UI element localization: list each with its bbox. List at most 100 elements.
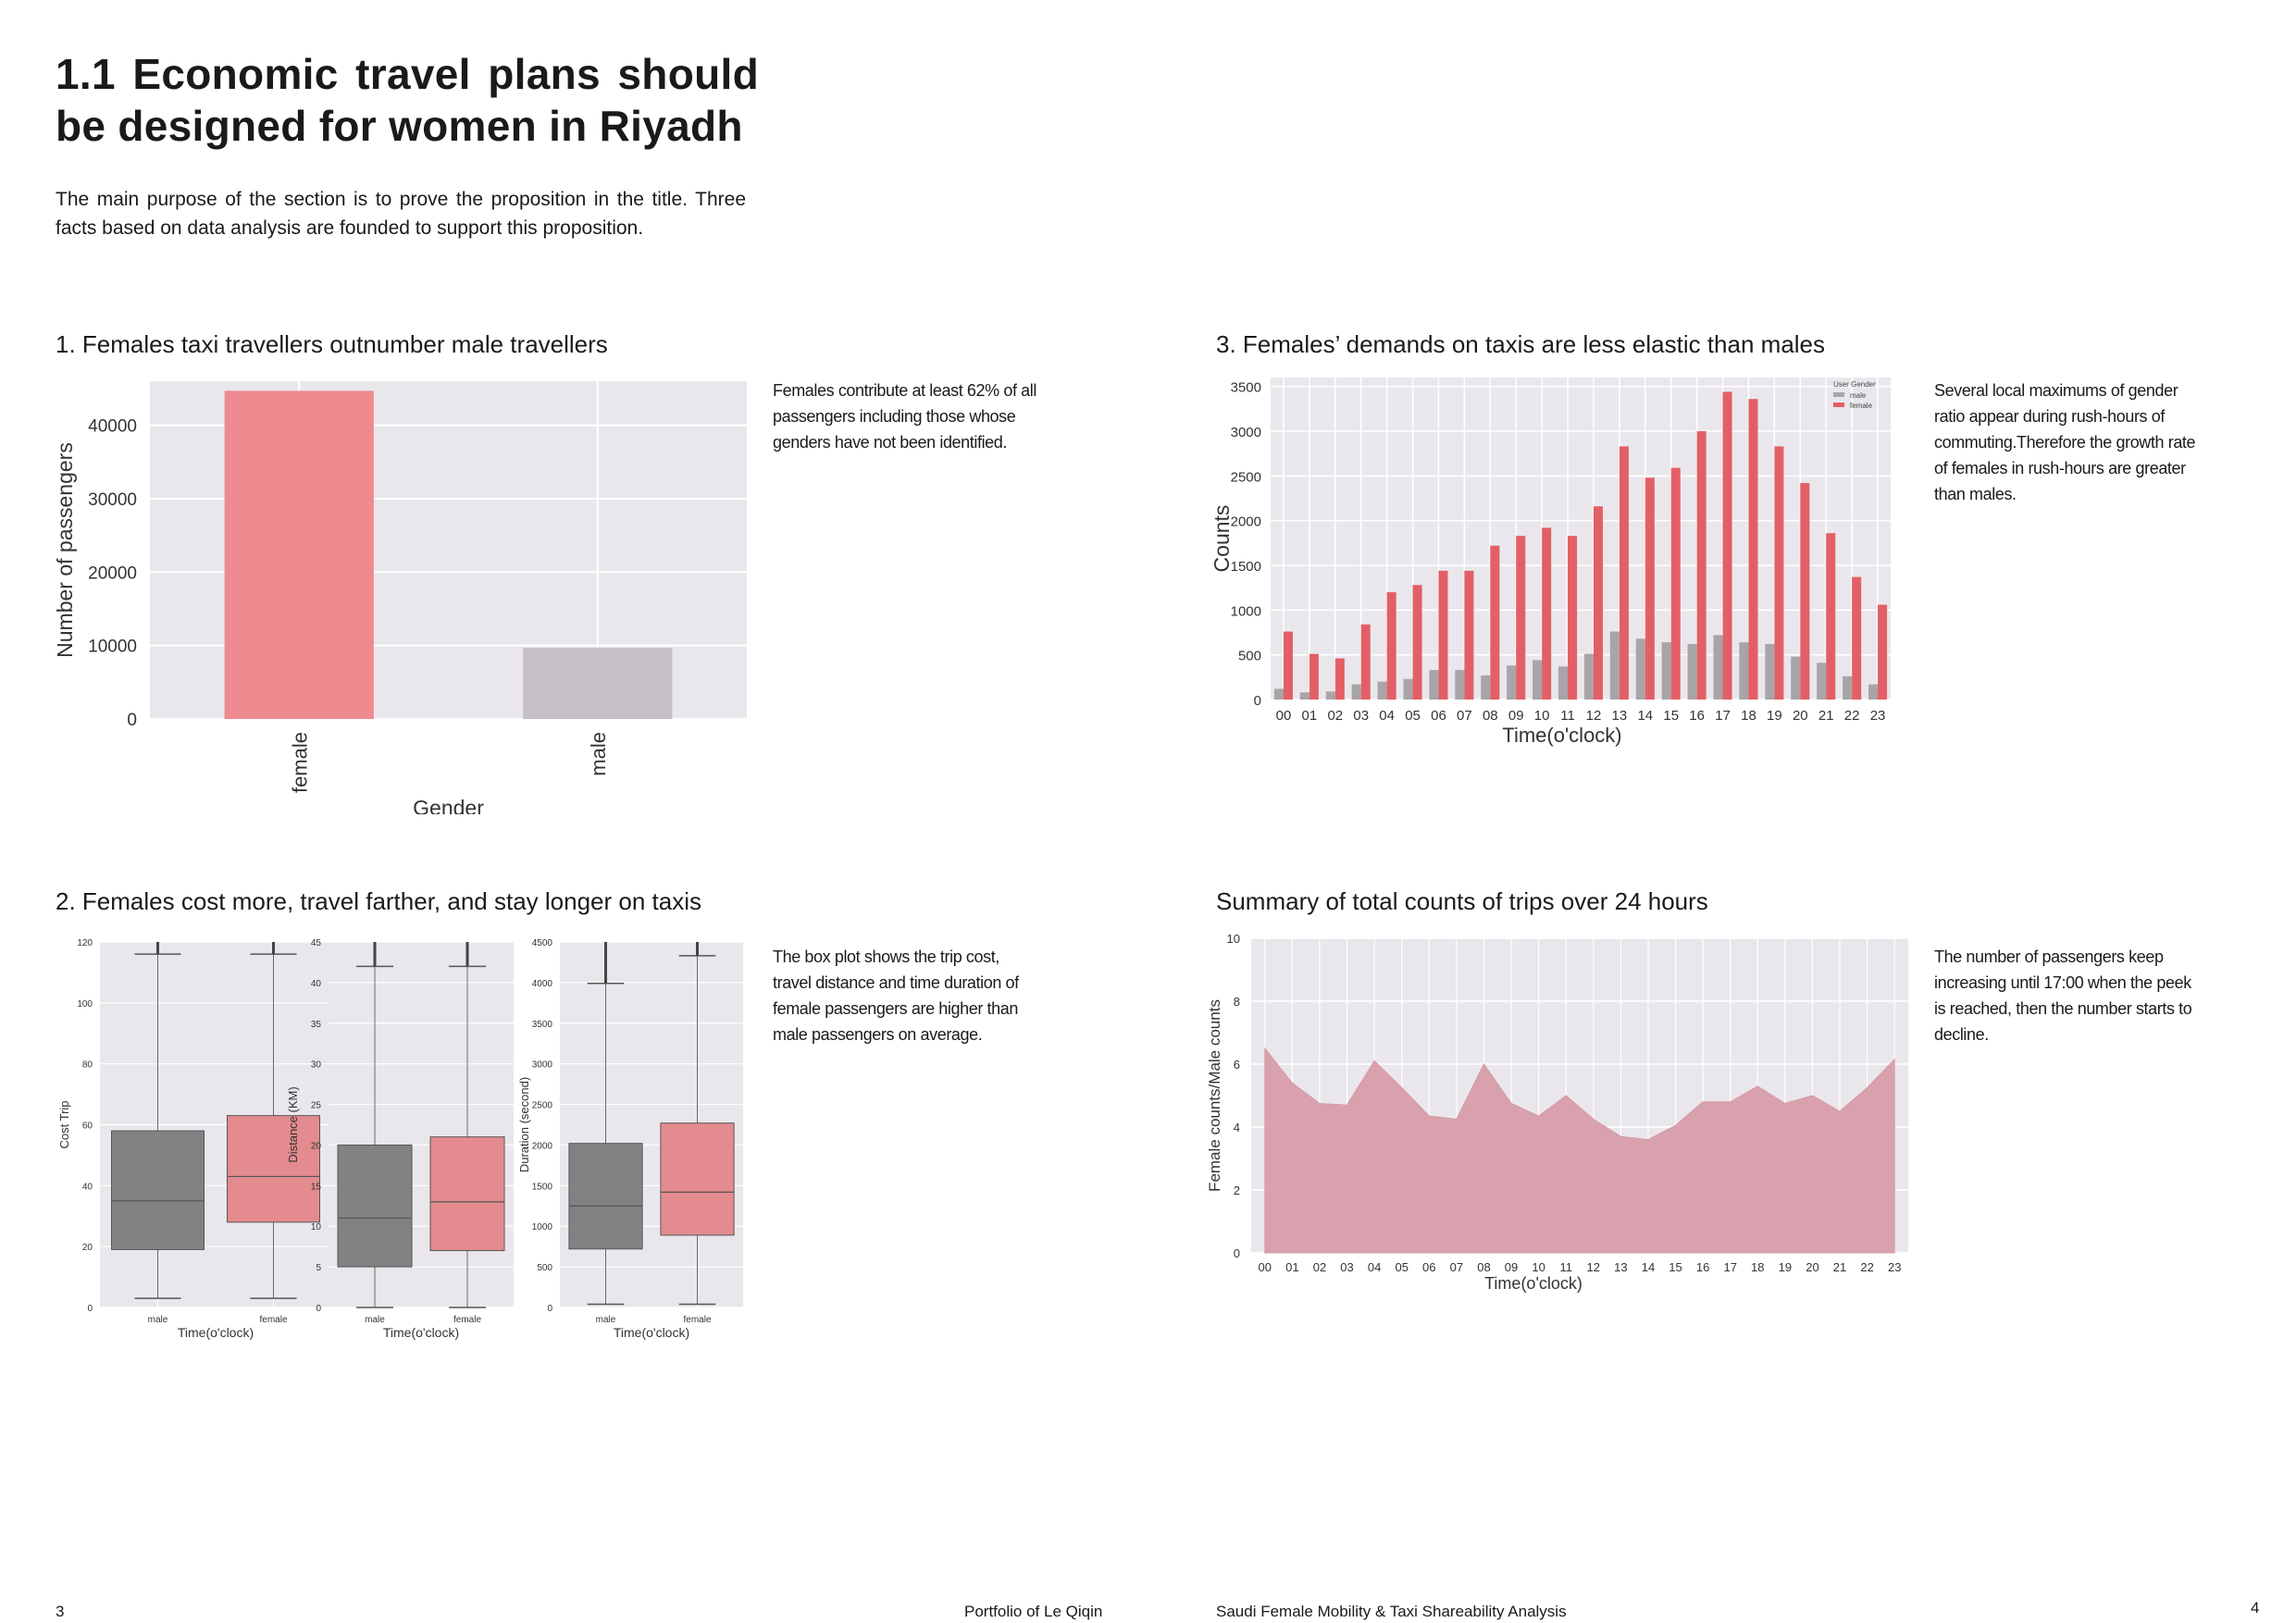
x-tick-label: 17 [1715, 708, 1731, 724]
gender-bar-chart: 0 10000 20000 30000 40000 female male Gender Num… [53, 381, 747, 814]
y-tick-label: 40 [82, 1182, 93, 1192]
x-tick-label: 14 [1637, 708, 1653, 724]
bar-male [1533, 660, 1543, 700]
bar-male [1739, 642, 1749, 700]
bar-male [1507, 665, 1517, 700]
x-tick-label: 13 [1612, 708, 1628, 724]
x-tick-label: 14 [1642, 1260, 1655, 1274]
bar-male [1635, 638, 1645, 700]
y-tick-label: 20000 [88, 564, 137, 583]
bar-female [1490, 545, 1500, 700]
x-tick-label: 06 [1431, 708, 1446, 724]
section-1-title: 1. Females taxi travellers outnumber mal… [56, 330, 608, 358]
y-tick-label: 0 [127, 711, 137, 730]
x-tick-label: 21 [1833, 1260, 1846, 1274]
x-axis-label: Gender [413, 796, 484, 814]
x-tick-label: 13 [1614, 1260, 1627, 1274]
bar-male [1583, 653, 1594, 700]
bar-male [1377, 681, 1387, 700]
y-tick-label: 1000 [532, 1222, 553, 1233]
x-tick-label: 05 [1395, 1260, 1408, 1274]
bar-female [1748, 399, 1758, 700]
bar-female [1670, 467, 1681, 700]
y-tick-label: 4000 [532, 979, 553, 989]
y-tick-label: 1500 [532, 1182, 553, 1192]
box-female [227, 1115, 320, 1223]
box-female [660, 1122, 735, 1236]
bar-female [1464, 570, 1474, 700]
page-number-left: 3 [56, 1603, 65, 1620]
x-tick-label: 19 [1779, 1260, 1792, 1274]
bar-male [1558, 666, 1569, 700]
x-tick-label: 23 [1870, 708, 1886, 724]
y-tick-label: 30 [311, 1060, 322, 1071]
bar-female [1283, 631, 1294, 700]
y-tick-label: 0 [316, 1304, 321, 1314]
bar-female [1334, 658, 1345, 700]
x-tick-label: 16 [1689, 708, 1705, 724]
x-tick-label: female [259, 1315, 287, 1325]
y-tick-label: 2000 [1231, 514, 1261, 530]
y-tick-label: 35 [311, 1020, 322, 1030]
bar-female [1516, 536, 1526, 700]
y-tick-label: 10 [1227, 935, 1240, 946]
x-tick-label: 15 [1669, 1260, 1682, 1274]
x-tick-label: 12 [1587, 1260, 1600, 1274]
x-tick-label: male [587, 732, 610, 776]
y-tick-label: 80 [82, 1060, 93, 1071]
box-male [111, 1130, 205, 1250]
x-tick-label: 23 [1888, 1260, 1901, 1274]
y-axis-label: Cost Trip [57, 1100, 71, 1148]
section-3-note: Several local maximums of gender ratio a… [1934, 381, 2196, 503]
bar-female [1360, 624, 1371, 700]
bar-female [1309, 653, 1319, 700]
x-tick-label: 00 [1259, 1260, 1272, 1274]
x-tick-label: 08 [1477, 1260, 1490, 1274]
bar-female [224, 390, 374, 719]
box-male [568, 1143, 643, 1250]
bar-male [1661, 642, 1671, 700]
x-tick-label: male [365, 1315, 385, 1325]
x-axis-label: Time(o'clock) [1502, 724, 1621, 747]
box-female [429, 1136, 505, 1252]
bar-female [1619, 446, 1629, 700]
x-tick-label: 17 [1723, 1260, 1736, 1274]
page-title: 1.1 Economic travel plans should be desi… [56, 50, 759, 150]
x-tick-label: 18 [1751, 1260, 1764, 1274]
section-2-note: The box plot shows the trip cost, travel… [773, 948, 1019, 1044]
x-tick-label: 07 [1450, 1260, 1463, 1274]
y-axis-label: Number of passengers [53, 442, 77, 658]
y-tick-label: 40 [311, 979, 322, 989]
bar-male [1351, 684, 1361, 700]
y-tick-label: 1000 [1231, 603, 1261, 619]
x-tick-label: female [453, 1315, 481, 1325]
x-tick-label: 02 [1313, 1260, 1326, 1274]
bar-female [1696, 431, 1706, 700]
x-tick-label: 12 [1586, 708, 1602, 724]
y-tick-label: 0 [547, 1304, 552, 1314]
page-number-right: 4 [2251, 1599, 2260, 1617]
bar-male [1713, 635, 1723, 700]
y-tick-label: 3500 [1231, 380, 1261, 396]
bar-female [1800, 483, 1810, 700]
bar-male [1765, 644, 1775, 700]
y-tick-label: 6 [1234, 1058, 1240, 1072]
section-4-title: Summary of total counts of trips over 24… [1216, 887, 1708, 915]
legend-label: female [1850, 402, 1873, 410]
bar-female [1644, 477, 1655, 700]
bar-male [1843, 675, 1853, 700]
intro-paragraph: The main purpose of the section is to pr… [56, 189, 746, 239]
x-tick-label: 04 [1379, 708, 1395, 724]
x-axis-label: Time(o'clock) [178, 1325, 254, 1340]
x-tick-label: 09 [1505, 1260, 1518, 1274]
y-tick-label: 2 [1234, 1183, 1240, 1197]
y-tick-label: 1500 [1231, 559, 1261, 575]
x-tick-label: 00 [1276, 708, 1292, 724]
y-tick-label: 500 [1238, 649, 1261, 664]
y-axis-label: Duration (second) [517, 1077, 531, 1172]
x-tick-label: 08 [1483, 708, 1498, 724]
box-male [337, 1144, 413, 1268]
y-tick-label: 10000 [88, 638, 137, 657]
y-tick-label: 30000 [88, 490, 137, 510]
bar-male [1429, 670, 1439, 700]
